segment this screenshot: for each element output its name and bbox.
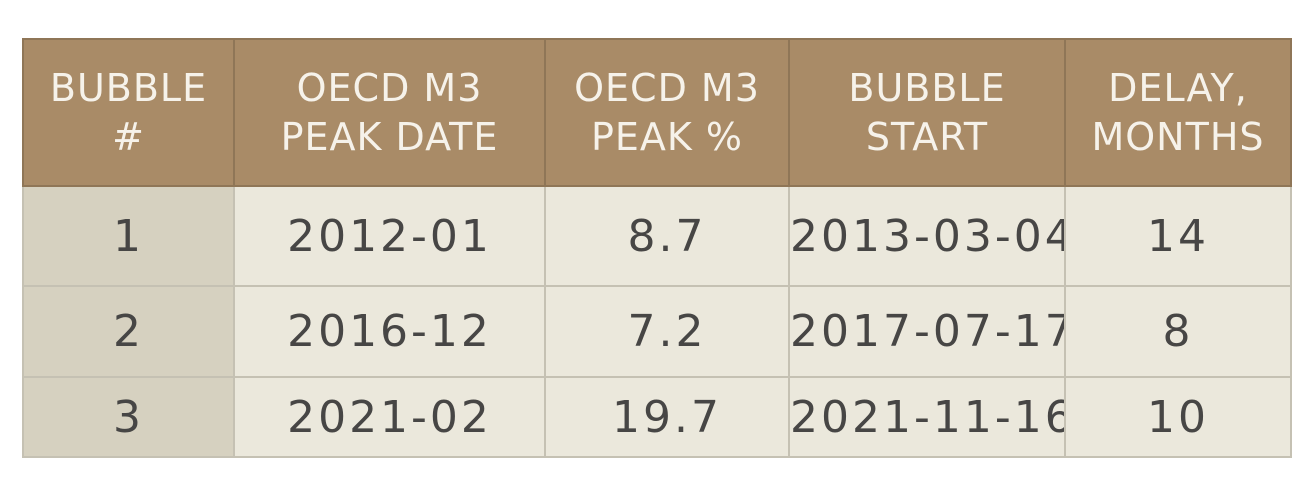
bubble-table: BUBBLE # OECD M3 PEAK DATE OECD M3 PEAK …: [22, 38, 1292, 458]
header-line: START: [865, 114, 989, 159]
header-line: #: [112, 114, 145, 159]
table-row: 2 2016-12 7.2 2017-07-17 8: [22, 285, 1292, 378]
cell-delay-months: 10: [1064, 376, 1292, 458]
cell-bubble-start: 2021-11-16: [788, 376, 1066, 458]
header-line: BUBBLE: [848, 65, 1006, 110]
header-line: DELAY,: [1108, 65, 1248, 110]
cell-delay-months: 14: [1064, 185, 1292, 287]
table-row: 3 2021-02 19.7 2021-11-16 10: [22, 376, 1292, 458]
header-bubble-start: BUBBLE START: [788, 38, 1066, 187]
cell-peak-date: 2016-12: [233, 285, 546, 378]
cell-peak-percent: 7.2: [544, 285, 790, 378]
header-line: OECD M3: [296, 65, 483, 110]
cell-peak-percent: 19.7: [544, 376, 790, 458]
header-peak-date: OECD M3 PEAK DATE: [233, 38, 546, 187]
header-peak-percent: OECD M3 PEAK %: [544, 38, 790, 187]
header-line: OECD M3: [574, 65, 760, 110]
header-line: MONTHS: [1091, 114, 1265, 159]
header-line: PEAK %: [590, 114, 744, 159]
header-bubble-number: BUBBLE #: [22, 38, 235, 187]
cell-delay-months: 8: [1064, 285, 1292, 378]
cell-peak-date: 2012-01: [233, 185, 546, 287]
cell-bubble-start: 2013-03-04: [788, 185, 1066, 287]
cell-bubble-start: 2017-07-17: [788, 285, 1066, 378]
header-row: BUBBLE # OECD M3 PEAK DATE OECD M3 PEAK …: [22, 38, 1292, 187]
header-line: PEAK DATE: [280, 114, 499, 159]
header-line: BUBBLE: [49, 65, 208, 110]
cell-bubble-number: 2: [22, 285, 235, 378]
cell-peak-date: 2021-02: [233, 376, 546, 458]
cell-peak-percent: 8.7: [544, 185, 790, 287]
table-row: 1 2012-01 8.7 2013-03-04 14: [22, 185, 1292, 287]
cell-bubble-number: 1: [22, 185, 235, 287]
header-delay-months: DELAY, MONTHS: [1064, 38, 1292, 187]
cell-bubble-number: 3: [22, 376, 235, 458]
